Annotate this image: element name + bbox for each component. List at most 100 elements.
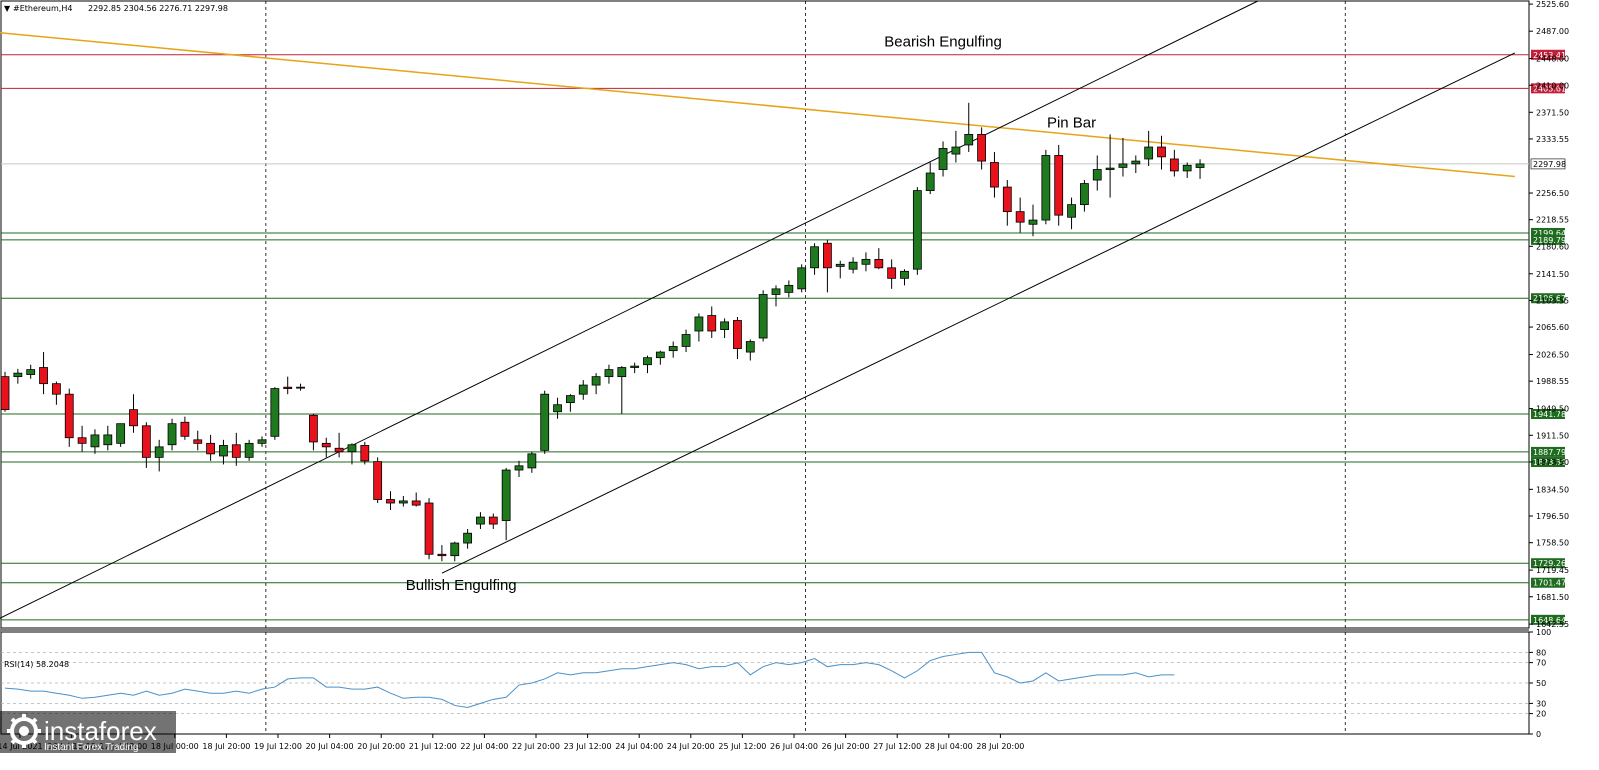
chart-header: ▼ #Ethereum,H4 2292.85 2304.56 2276.71 2… bbox=[4, 4, 228, 13]
rsi-tick-label: 20 bbox=[1536, 710, 1546, 719]
bear-candle bbox=[424, 502, 434, 555]
bear-candle bbox=[180, 421, 190, 437]
bull-candle bbox=[655, 351, 665, 359]
bear-candle bbox=[1015, 211, 1025, 223]
rsi-label: RSI(14) 58.2048 bbox=[4, 660, 69, 669]
trendlines bbox=[0, 0, 1516, 619]
price-tick-label: 2448.00 bbox=[1536, 55, 1569, 64]
annotation-label: Bearish Engulfing bbox=[884, 34, 1002, 51]
bull-candle bbox=[1144, 146, 1154, 160]
bull-candle bbox=[578, 384, 588, 395]
rsi-tick-label: 30 bbox=[1536, 699, 1546, 708]
price-level-tag bbox=[1531, 577, 1565, 588]
bull-candle bbox=[797, 267, 807, 290]
bear-candle bbox=[129, 409, 138, 427]
time-tick-label: 18 Jul 20:00 bbox=[202, 742, 250, 751]
rsi-line bbox=[4, 651, 1175, 708]
main-grid bbox=[0, 0, 1530, 735]
bear-candle bbox=[990, 162, 999, 188]
bull-candle bbox=[219, 445, 228, 457]
price-level-tag bbox=[1531, 409, 1565, 420]
price-level-value: 1701.47 bbox=[1533, 579, 1566, 588]
bull-candle bbox=[720, 321, 729, 330]
bear-candle bbox=[1157, 146, 1166, 158]
bull-candle bbox=[912, 190, 922, 270]
bear-candle bbox=[193, 439, 203, 444]
bear-candle bbox=[0, 376, 10, 411]
rsi-tick-label: 0 bbox=[1536, 730, 1541, 739]
trendline-channel-lower bbox=[441, 52, 1516, 574]
symbol-label: #Ethereum,H4 bbox=[13, 4, 72, 13]
bull-candle bbox=[90, 434, 100, 448]
trendline-resistance bbox=[0, 31, 1515, 178]
bull-candle bbox=[758, 294, 768, 339]
bear-candle bbox=[334, 447, 344, 453]
bear-candle bbox=[64, 393, 74, 439]
bull-candle bbox=[964, 134, 974, 146]
bull-candle bbox=[900, 270, 909, 279]
bull-candle bbox=[463, 532, 473, 544]
time-tick-label: 25 Jul 12:00 bbox=[718, 742, 766, 751]
price-level-tag bbox=[1531, 49, 1565, 60]
bear-candle bbox=[488, 516, 498, 525]
bull-candle bbox=[398, 500, 408, 504]
price-tick-label: 2487.00 bbox=[1536, 27, 1569, 36]
price-tick-label: 2410.00 bbox=[1536, 81, 1569, 90]
bull-candle bbox=[116, 423, 126, 444]
price-level-tag bbox=[1531, 457, 1565, 468]
price-level-value: 2199.64 bbox=[1533, 229, 1566, 238]
bull-candle bbox=[925, 172, 935, 191]
bull-candle bbox=[1092, 169, 1102, 181]
bull-candle bbox=[501, 469, 511, 521]
rsi-tick-label: 70 bbox=[1536, 659, 1546, 668]
price-tick-label: 2026.50 bbox=[1536, 351, 1569, 360]
rsi-tick-label: 50 bbox=[1536, 679, 1546, 688]
price-tick-label: 1758.50 bbox=[1536, 539, 1569, 548]
bull-candle bbox=[1105, 167, 1115, 170]
price-level-tag bbox=[1531, 558, 1565, 569]
bull-candle bbox=[1080, 183, 1089, 206]
bull-candle bbox=[476, 516, 485, 525]
bear-candle bbox=[411, 500, 421, 506]
bear-candle bbox=[437, 553, 447, 557]
price-tick-label: 1834.50 bbox=[1536, 485, 1569, 494]
bull-candle bbox=[154, 446, 164, 458]
price-axis: 2525.60 2487.00 2448.00 2410.00 2371.50 2333.… bbox=[1529, 0, 1569, 629]
annotations: Bearish Engulfing Pin Bar Bullish Engulfin… bbox=[406, 34, 1096, 594]
time-tick-label: 23 Jul 12:00 bbox=[564, 742, 612, 751]
price-tick-label: 1719.45 bbox=[1536, 566, 1569, 575]
price-level-tag bbox=[1531, 293, 1565, 304]
panel-separator bbox=[0, 628, 1529, 632]
time-tick-label: 22 Jul 04:00 bbox=[460, 742, 508, 751]
price-level-value: 1729.26 bbox=[1533, 559, 1566, 568]
bear-candle bbox=[231, 444, 241, 458]
time-tick-label: 24 Jul 04:00 bbox=[615, 742, 663, 751]
price-tick-label: 1642.55 bbox=[1536, 620, 1569, 629]
bull-candle bbox=[630, 365, 640, 368]
price-level-tag bbox=[1531, 83, 1565, 94]
price-tick-label: 1873.50 bbox=[1536, 458, 1569, 467]
bull-candle bbox=[938, 148, 948, 170]
bull-candle bbox=[591, 376, 601, 386]
price-level-tag bbox=[1531, 446, 1565, 457]
time-tick-label: 22 Jul 20:00 bbox=[512, 742, 560, 751]
bear-candle bbox=[733, 320, 742, 349]
price-level-value: 2405.61 bbox=[1533, 84, 1566, 93]
bull-candle bbox=[617, 367, 627, 378]
bear-candle bbox=[1054, 155, 1064, 216]
bear-candle bbox=[52, 383, 61, 395]
price-level-value: 2189.79 bbox=[1533, 236, 1566, 245]
price-level-value: 1873.39 bbox=[1533, 458, 1566, 467]
bull-candle bbox=[167, 423, 177, 446]
price-tick-label: 2256.50 bbox=[1536, 189, 1569, 198]
bull-candle bbox=[527, 453, 537, 469]
bull-candle bbox=[643, 357, 652, 366]
ohlc-label: 2292.85 2304.56 2276.71 2297.98 bbox=[88, 4, 228, 13]
bull-candle bbox=[1067, 204, 1076, 218]
bull-candle bbox=[848, 261, 858, 270]
bull-candle bbox=[694, 316, 704, 332]
rsi-tick-label: 100 bbox=[1536, 628, 1551, 637]
